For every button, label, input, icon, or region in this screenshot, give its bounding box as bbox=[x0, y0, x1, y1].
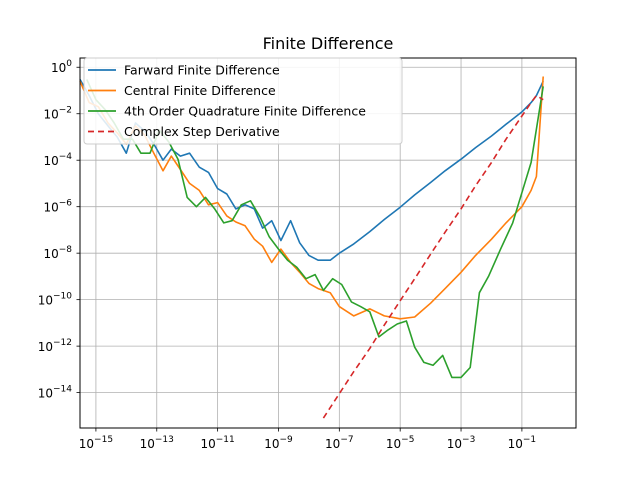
y-tick-label: 10−12 bbox=[38, 338, 72, 354]
y-axis-ticks: 100 10−2 10−4 10−6 10−8 10−10 10−12 10−14 bbox=[38, 59, 80, 401]
legend: Farward Finite Difference Central Finite … bbox=[83, 57, 403, 145]
y-tick-label: 10−10 bbox=[38, 292, 73, 308]
x-tick-label: 10−11 bbox=[200, 435, 234, 451]
x-tick-label: 10−7 bbox=[325, 435, 354, 451]
legend-label: Central Finite Difference bbox=[124, 83, 276, 98]
chart-title: Finite Difference bbox=[263, 34, 394, 53]
x-tick-label: 10−13 bbox=[140, 435, 174, 451]
x-tick-label: 10−9 bbox=[264, 435, 293, 451]
y-tick-label: 10−8 bbox=[43, 245, 72, 261]
x-axis-ticks: 10−15 10−13 10−11 10−9 10−7 10−5 10−3 10−1 bbox=[79, 428, 536, 451]
legend-box bbox=[83, 57, 403, 145]
legend-label: Farward Finite Difference bbox=[124, 63, 280, 78]
series-line-4 bbox=[322, 94, 544, 419]
legend-label: Complex Step Derivative bbox=[124, 124, 280, 139]
y-tick-label: 10−4 bbox=[43, 152, 72, 168]
x-tick-label: 10−1 bbox=[508, 435, 537, 451]
x-tick-label: 10−15 bbox=[79, 435, 113, 451]
legend-label: 4th Order Quadrature Finite Difference bbox=[124, 104, 366, 119]
x-tick-label: 10−3 bbox=[447, 435, 476, 451]
y-tick-label: 100 bbox=[51, 59, 72, 75]
y-tick-label: 10−6 bbox=[43, 199, 72, 215]
x-tick-label: 10−5 bbox=[386, 435, 415, 451]
y-tick-label: 10−2 bbox=[43, 106, 72, 122]
y-tick-label: 10−14 bbox=[38, 385, 73, 401]
